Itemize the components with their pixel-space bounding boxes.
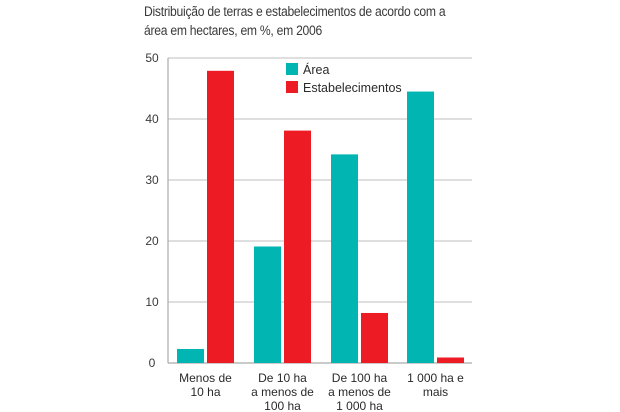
category-label: a menos de [251,385,314,399]
bars [177,70,464,364]
category-label: mais [423,385,448,399]
category-label: De 10 ha [258,371,307,385]
chart-title-line-1: Distribuição de terras e estabelecimento… [144,4,446,19]
legend-label: Estabelecimentos [303,81,402,95]
category-label: 10 ha [190,385,220,399]
bar-estabelecimentos-2 [361,312,388,363]
bar-estabelecimentos-0 [207,70,234,363]
legend: Área Estabelecimentos [286,62,402,95]
bar-area-0 [177,348,204,363]
category-label: 100 ha [264,399,301,412]
legend-swatch [286,63,298,75]
bar-estabelecimentos-1 [284,130,311,363]
category-label: De 100 ha [332,371,388,385]
y-axis-ticks: 0 10 20 30 40 50 [145,51,159,370]
chart-title-line-2: área em hectares, em %, em 2006 [144,23,323,38]
y-tick-label: 10 [145,295,159,309]
legend-label: Área [303,62,329,77]
y-tick-label: 50 [145,51,159,65]
bar-area-2 [331,154,358,363]
y-tick-label: 0 [149,356,156,370]
bar-estabelecimentos-3 [437,357,464,363]
chart-title: Distribuição de terras e estabelecimento… [144,2,446,40]
y-tick-label: 30 [145,173,159,187]
bar-area-3 [407,91,434,364]
bar-area-1 [254,246,281,363]
category-label: Menos de [179,371,232,385]
y-tick-label: 20 [145,234,159,248]
y-tick-label: 40 [145,112,159,126]
legend-swatch [286,81,298,93]
category-label: 1 000 ha e [407,371,464,385]
category-label: 1 000 ha [336,399,383,412]
category-label: a menos de [328,385,391,399]
